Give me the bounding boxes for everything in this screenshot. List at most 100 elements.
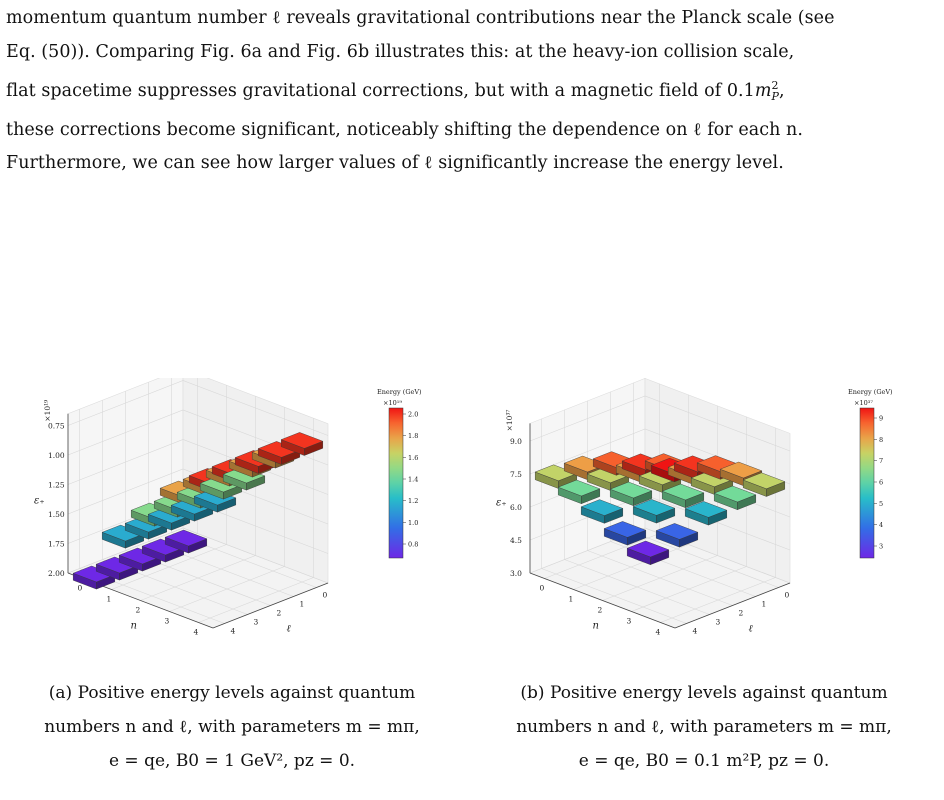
- l-axis-label: ℓ: [287, 624, 291, 635]
- grid-line: [564, 559, 710, 615]
- energy-bar: [280, 432, 324, 456]
- z-tick-label: 1.50: [48, 510, 65, 519]
- colorbar-tick-label: 6: [879, 479, 883, 487]
- caption-line: numbers n and ℓ, with parameters m = mπ,: [516, 717, 892, 737]
- bar-top: [603, 521, 647, 538]
- energy-bar: [193, 488, 237, 513]
- colorbar-tick-label: 4: [879, 521, 883, 529]
- energy-bar: [72, 565, 116, 590]
- energy-bar: [713, 485, 757, 510]
- bar-top: [713, 485, 757, 503]
- z-tick-label: 6.0: [510, 503, 522, 512]
- n-axis-label: n: [593, 621, 599, 632]
- z-axis-label: ε₊: [34, 495, 45, 506]
- bar-top: [626, 540, 670, 558]
- energy-bar: [742, 472, 786, 497]
- l-tick-label: 2: [277, 609, 282, 618]
- text-line: flat spacetime suppresses gravitational …: [6, 79, 785, 104]
- colorbar: Energy (GeV) ×10¹⁹ 2.0 1.8 1.6 1.4 1.2 1.0 0.8: [377, 388, 422, 559]
- colorbar-title: Energy (GeV): [848, 388, 893, 396]
- energy-bar: [141, 538, 185, 563]
- grid-line: [541, 568, 687, 624]
- tick-labels: 0 1 2 3 4 4 3 2 1 0 9.0 7.5 6.0 4.5 3.0: [510, 437, 790, 637]
- grid-line: [529, 527, 791, 584]
- text-line: momentum quantum number ℓ reveals gravit…: [6, 8, 835, 28]
- grid-line: [587, 550, 733, 606]
- plot-area: 0 1 2 3 4 4 3 2 1 0 9.0 7.5 6.0 4.5 3.0 n ℓ ε₊ ×10³⁷: [496, 378, 791, 637]
- z-tick-label: 3.0: [510, 569, 522, 578]
- text-line: Eq. (50)). Comparing Fig. 6a and Fig. 6b…: [6, 41, 795, 62]
- colorbar-gradient: [388, 407, 404, 559]
- energy-bar: [118, 547, 162, 572]
- energy-bar: [655, 523, 699, 548]
- bar-top: [609, 481, 653, 499]
- l-axis-line: [212, 582, 329, 629]
- n-tick-label: 0: [78, 584, 83, 593]
- z-tick-label: 9.0: [510, 437, 522, 446]
- chart-6a: 0 1 2 3 4 4 3 2 1 0 2.00 1.75 1.50 1.25 1.00 0.75 n ℓ ε₊ ×1…: [34, 378, 422, 637]
- colorbar-tick-label: 9: [879, 415, 883, 423]
- energy-bar: [580, 499, 624, 524]
- figure-6a: 0 1 2 3 4 4 3 2 1 0 2.00 1.75 1.50 1.25 1.00 0.75 n ℓ ε₊ ×1…: [2, 378, 454, 638]
- colorbar-tick-label: 8: [879, 436, 883, 444]
- colorbar-tick-label: 7: [879, 457, 883, 465]
- bar-top: [742, 472, 786, 490]
- energy-bar: [534, 464, 578, 489]
- l-tick-label: 4: [693, 627, 698, 636]
- plot-area: 0 1 2 3 4 4 3 2 1 0 2.00 1.75 1.50 1.25 1.00 0.75 n ℓ ε₊ ×1…: [34, 378, 329, 637]
- colorbar-tick-label: 2.0: [408, 411, 418, 419]
- n-tick-label: 2: [136, 606, 141, 615]
- colorbar: Energy (GeV) ×10³⁷ 9 8 7 6 5 4 3: [848, 388, 893, 559]
- colorbar-tick-label: 1.6: [408, 454, 418, 462]
- n-tick-label: 0: [540, 584, 545, 593]
- grid-line: [67, 527, 329, 584]
- grid-line: [529, 395, 791, 452]
- colorbar-tick-label: 1.0: [408, 519, 418, 527]
- energy-bar: [603, 521, 647, 546]
- energy-bar: [164, 529, 208, 554]
- l-tick-label: 0: [785, 591, 790, 600]
- colorbar-tick-label: 1.2: [408, 497, 418, 505]
- z-tick-label: 4.5: [510, 536, 522, 545]
- z-tick-label: 1.25: [48, 481, 65, 490]
- grid-lines: [529, 382, 791, 624]
- n-tick-label: 4: [656, 628, 661, 637]
- bar-top: [632, 499, 676, 516]
- colorbar-title: Energy (GeV): [377, 388, 422, 396]
- z-tick-label: 1.00: [48, 451, 65, 460]
- l-tick-label: 1: [300, 600, 305, 609]
- grid-line: [631, 566, 747, 612]
- bar-top: [280, 432, 324, 449]
- l-axis-line: [674, 582, 791, 629]
- energy-bar: [170, 497, 214, 522]
- energy-bar: [124, 515, 168, 540]
- caption-line: numbers n and ℓ, with parameters m = mπ,: [44, 717, 420, 737]
- n-tick-label: 2: [598, 606, 603, 615]
- l-tick-label: 3: [716, 618, 721, 627]
- n-tick-label: 3: [627, 617, 632, 626]
- caption-line: (a) Positive energy levels against quant…: [48, 683, 416, 703]
- z-tick-label: 0.75: [48, 422, 65, 431]
- colorbar-tick-label: 0.8: [408, 541, 418, 549]
- bars: [72, 432, 324, 590]
- text-line: these corrections become significant, no…: [6, 119, 803, 140]
- l-tick-label: 2: [739, 609, 744, 618]
- z-tick-label: 2.00: [48, 569, 65, 578]
- bar-top: [580, 499, 624, 516]
- caption-line: (b) Positive energy levels against quant…: [520, 683, 888, 703]
- energy-bar: [609, 481, 653, 506]
- n-tick-label: 3: [165, 617, 170, 626]
- l-tick-label: 0: [323, 591, 328, 600]
- bar-top: [164, 529, 208, 547]
- text-line: Furthermore, we can see how larger value…: [6, 153, 784, 174]
- energy-bar: [632, 499, 676, 524]
- bar-top: [684, 501, 728, 518]
- colorbar-tick-label: 3: [879, 543, 883, 551]
- colorbar-tick-label: 1.8: [408, 432, 418, 440]
- bar-top: [661, 483, 705, 501]
- grid-line: [198, 577, 314, 623]
- z-tick-label: 7.5: [510, 470, 522, 479]
- z-axis-label: ε₊: [496, 498, 507, 509]
- bars: [534, 451, 786, 565]
- energy-bar: [690, 470, 734, 495]
